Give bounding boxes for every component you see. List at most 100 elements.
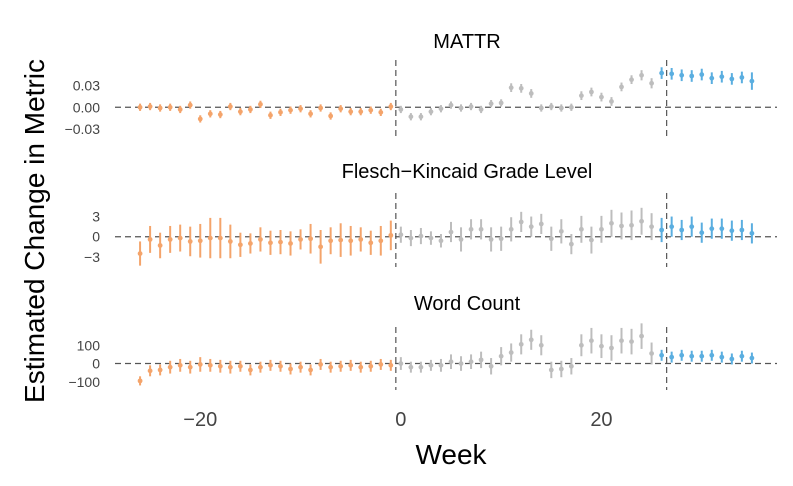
data-point	[348, 238, 354, 244]
data-point	[268, 240, 273, 246]
data-point	[568, 363, 574, 369]
y-tick-label: 0	[92, 356, 100, 372]
data-point	[619, 338, 624, 344]
data-point	[679, 227, 685, 233]
data-point	[448, 229, 454, 235]
data-point	[619, 84, 624, 90]
data-point	[288, 107, 293, 113]
panel-1: MATTR 0.03 0.00 −0.03	[65, 31, 777, 140]
data-point	[408, 114, 414, 120]
data-point	[428, 235, 434, 241]
data-point	[398, 361, 404, 366]
data-point	[629, 77, 634, 83]
data-point	[197, 116, 203, 122]
data-point	[498, 353, 504, 359]
data-point	[498, 100, 504, 106]
data-point	[599, 226, 604, 232]
data-point	[578, 342, 584, 348]
data-point	[719, 74, 725, 80]
data-point	[478, 107, 484, 112]
data-point	[137, 251, 143, 256]
data-point	[398, 232, 404, 238]
data-point	[749, 78, 755, 84]
data-point	[659, 227, 665, 233]
data-point	[609, 220, 614, 226]
data-point	[368, 363, 374, 369]
data-point	[217, 112, 223, 117]
data-point	[749, 355, 755, 361]
x-tick-label: 0	[395, 409, 406, 431]
data-point	[659, 352, 665, 358]
data-point	[237, 109, 243, 115]
data-point	[629, 222, 634, 228]
data-point	[568, 104, 574, 110]
data-point	[298, 237, 303, 242]
data-point	[458, 105, 464, 111]
data-point	[408, 235, 414, 241]
data-point	[478, 357, 484, 363]
data-point	[278, 109, 283, 115]
data-point	[207, 111, 213, 117]
data-point	[679, 72, 685, 78]
data-point	[388, 104, 394, 109]
data-point	[348, 362, 354, 368]
data-point	[378, 362, 384, 367]
data-point	[478, 226, 484, 232]
data-point	[488, 101, 494, 107]
data-point	[709, 352, 715, 358]
data-point	[689, 224, 695, 230]
data-point	[639, 218, 644, 224]
panels: MATTR 0.03 0.00 −0.03 Flesch−Kincaid Grade L…	[65, 31, 777, 390]
data-point	[418, 364, 424, 370]
data-point	[368, 240, 374, 246]
data-point	[649, 80, 654, 86]
data-point	[498, 236, 504, 242]
data-point	[649, 224, 654, 230]
data-point	[488, 237, 494, 242]
data-point	[729, 76, 735, 82]
panel-2: Flesch−Kincaid Grade Level 3 0 −3	[84, 161, 777, 267]
data-point	[368, 107, 374, 113]
data-point	[177, 235, 183, 241]
data-point	[508, 350, 514, 355]
data-point	[709, 75, 715, 81]
data-point	[137, 378, 143, 384]
data-point	[558, 366, 564, 372]
data-point	[248, 241, 253, 246]
data-point	[428, 109, 434, 115]
panel-3: Word Count 100 0 −100	[68, 293, 777, 390]
data-point	[458, 237, 464, 242]
data-point	[227, 104, 233, 109]
data-point	[288, 241, 293, 246]
data-point	[699, 353, 705, 359]
data-point	[518, 341, 524, 347]
data-point	[548, 104, 554, 109]
data-point	[398, 107, 404, 112]
data-point	[237, 242, 243, 248]
data-point	[187, 102, 193, 108]
data-point	[639, 72, 644, 78]
data-point	[167, 237, 173, 242]
data-point	[268, 362, 273, 368]
data-point	[508, 226, 514, 232]
data-point	[308, 111, 313, 117]
data-point	[358, 109, 364, 115]
data-point	[528, 91, 534, 96]
data-point	[187, 239, 193, 244]
data-point	[318, 105, 324, 111]
data-point	[167, 364, 173, 370]
data-point	[177, 107, 183, 112]
data-point	[288, 366, 293, 372]
data-point	[237, 363, 243, 369]
data-point	[177, 362, 183, 368]
data-point	[278, 363, 283, 369]
data-point	[749, 230, 755, 236]
data-point	[438, 362, 444, 368]
data-point	[438, 238, 444, 244]
data-point	[578, 226, 584, 232]
data-point	[428, 362, 434, 368]
data-point	[589, 338, 594, 344]
data-point	[328, 364, 334, 370]
y-tick-label: −3	[84, 249, 100, 265]
